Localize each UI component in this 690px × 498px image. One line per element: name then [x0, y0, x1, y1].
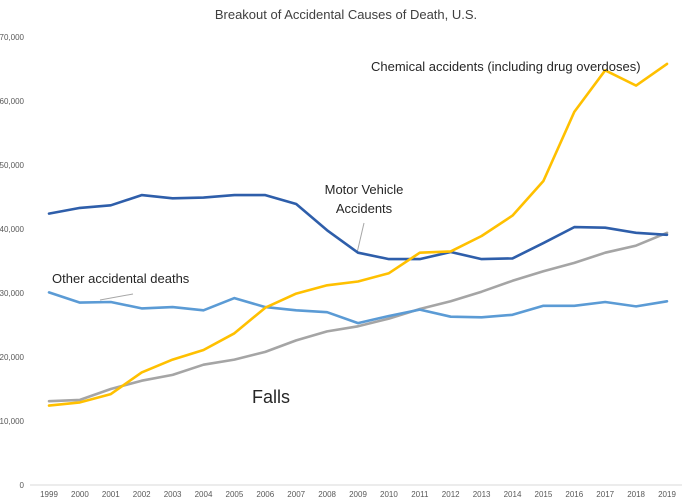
y-tick-label: 50,000	[0, 161, 25, 170]
x-tick-label: 2008	[318, 490, 336, 498]
x-tick-label: 1999	[40, 490, 58, 498]
series-line-1	[47, 193, 669, 261]
series-line-3	[47, 231, 669, 403]
x-tick-label: 2016	[565, 490, 583, 498]
other-deaths-leader-line	[99, 293, 134, 301]
y-tick-label: 20,000	[0, 353, 25, 362]
x-tick-label: 2014	[504, 490, 522, 498]
motor-vehicle-label-line2: Accidents	[336, 201, 393, 216]
y-tick-label: 70,000	[0, 33, 25, 42]
x-tick-label: 2012	[442, 490, 460, 498]
chart-title: Breakout of Accidental Causes of Death, …	[215, 7, 477, 22]
x-tick-label: 2006	[256, 490, 274, 498]
x-tick-label: 2000	[71, 490, 89, 498]
y-tick-label: 60,000	[0, 97, 25, 106]
x-tick-label: 2013	[473, 490, 491, 498]
x-tick-label: 2010	[380, 490, 398, 498]
x-tick-label: 2011	[411, 490, 429, 498]
x-tick-label: 2002	[133, 490, 151, 498]
x-tick-label: 2004	[195, 490, 213, 498]
x-tick-label: 2009	[349, 490, 367, 498]
y-tick-label: 40,000	[0, 225, 25, 234]
x-tick-label: 2001	[102, 490, 120, 498]
x-tick-label: 2018	[627, 490, 645, 498]
motor-vehicle-label-line1: Motor Vehicle	[325, 182, 404, 197]
x-tick-label: 2005	[226, 490, 244, 498]
x-tick-label: 2019	[658, 490, 676, 498]
falls-label: Falls	[252, 387, 290, 407]
chemical-accidents-label: Chemical accidents (including drug overd…	[371, 59, 641, 74]
series-line-0	[47, 62, 669, 407]
x-tick-label: 2017	[596, 490, 614, 498]
y-tick-label: 30,000	[0, 289, 25, 298]
motor-vehicle-leader-line	[356, 222, 365, 254]
y-tick-label: 0	[20, 481, 25, 490]
other-accidental-deaths-label: Other accidental deaths	[52, 271, 190, 286]
x-tick-label: 2015	[535, 490, 553, 498]
series-line-2	[47, 291, 669, 325]
x-tick-label: 2003	[164, 490, 182, 498]
y-tick-label: 10,000	[0, 417, 25, 426]
x-tick-label: 2007	[287, 490, 305, 498]
